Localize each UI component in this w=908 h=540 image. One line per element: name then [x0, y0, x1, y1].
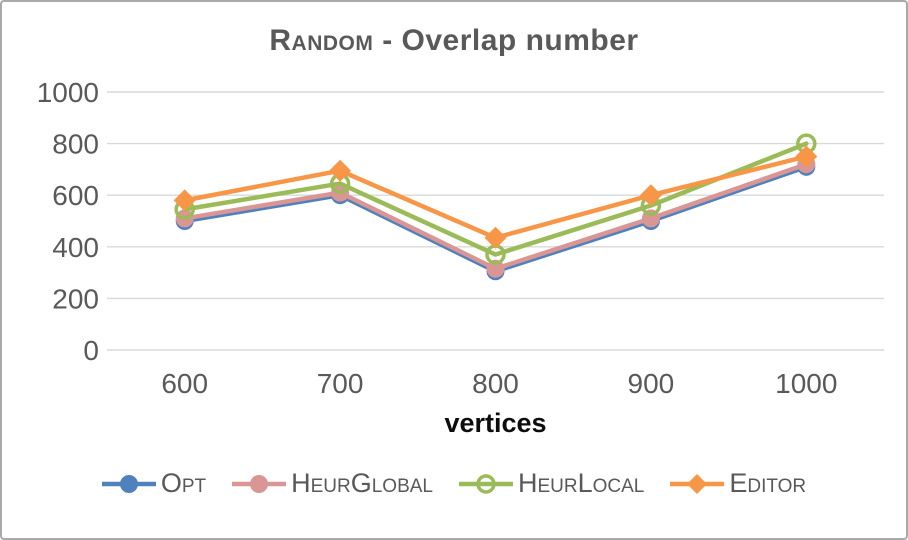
marker-diamond: [173, 189, 196, 212]
y-tick-label-600: 600: [52, 180, 99, 211]
legend-marker-circle-icon: [101, 474, 156, 493]
legend-marker-circle-open-icon: [459, 473, 513, 494]
chart-title-prefix: Random: [269, 24, 374, 57]
legend-item-Opt: Opt: [101, 468, 207, 499]
chart-title: Random - Overlap number: [2, 24, 906, 58]
marker-diamond: [639, 184, 662, 207]
legend-item-HeurLocal: HeurLocal: [459, 468, 644, 499]
legend-item-HeurGlobal: HeurGlobal: [232, 468, 433, 499]
x-tick-label-700: 700: [317, 368, 364, 399]
legend-marker-diamond-icon: [670, 473, 725, 494]
x-tick-label-900: 900: [628, 368, 675, 399]
legend-label-HeurGlobal: HeurGlobal: [291, 468, 433, 498]
legend-label-Opt: Opt: [160, 468, 207, 498]
marker-diamond: [484, 226, 507, 249]
x-tick-label-600: 600: [161, 368, 208, 399]
marker-diamond: [329, 159, 352, 182]
x-axis-title: vertices: [444, 408, 547, 438]
legend-marker-circle-icon: [232, 474, 287, 493]
legend-label-HeurLocal: HeurLocal: [518, 468, 645, 498]
marker-diamond: [795, 145, 818, 168]
marker-circle: [486, 259, 505, 278]
y-tick-label-200: 200: [52, 283, 99, 314]
series-line-HeurLocal: [182, 141, 809, 257]
legend-item-Editor: Editor: [670, 468, 806, 499]
chart-title-rest: - Overlap number: [373, 24, 639, 57]
y-tick-label-0: 0: [83, 335, 99, 366]
y-tick-label-400: 400: [52, 232, 99, 263]
legend-label-Editor: Editor: [729, 468, 807, 498]
x-tick-label-800: 800: [472, 368, 519, 399]
y-tick-label-1000: 1000: [37, 77, 99, 108]
legend: Opt HeurGlobal HeurLocal Editor: [2, 468, 906, 499]
x-tick-label-1000: 1000: [775, 368, 837, 399]
y-tick-label-800: 800: [52, 129, 99, 160]
